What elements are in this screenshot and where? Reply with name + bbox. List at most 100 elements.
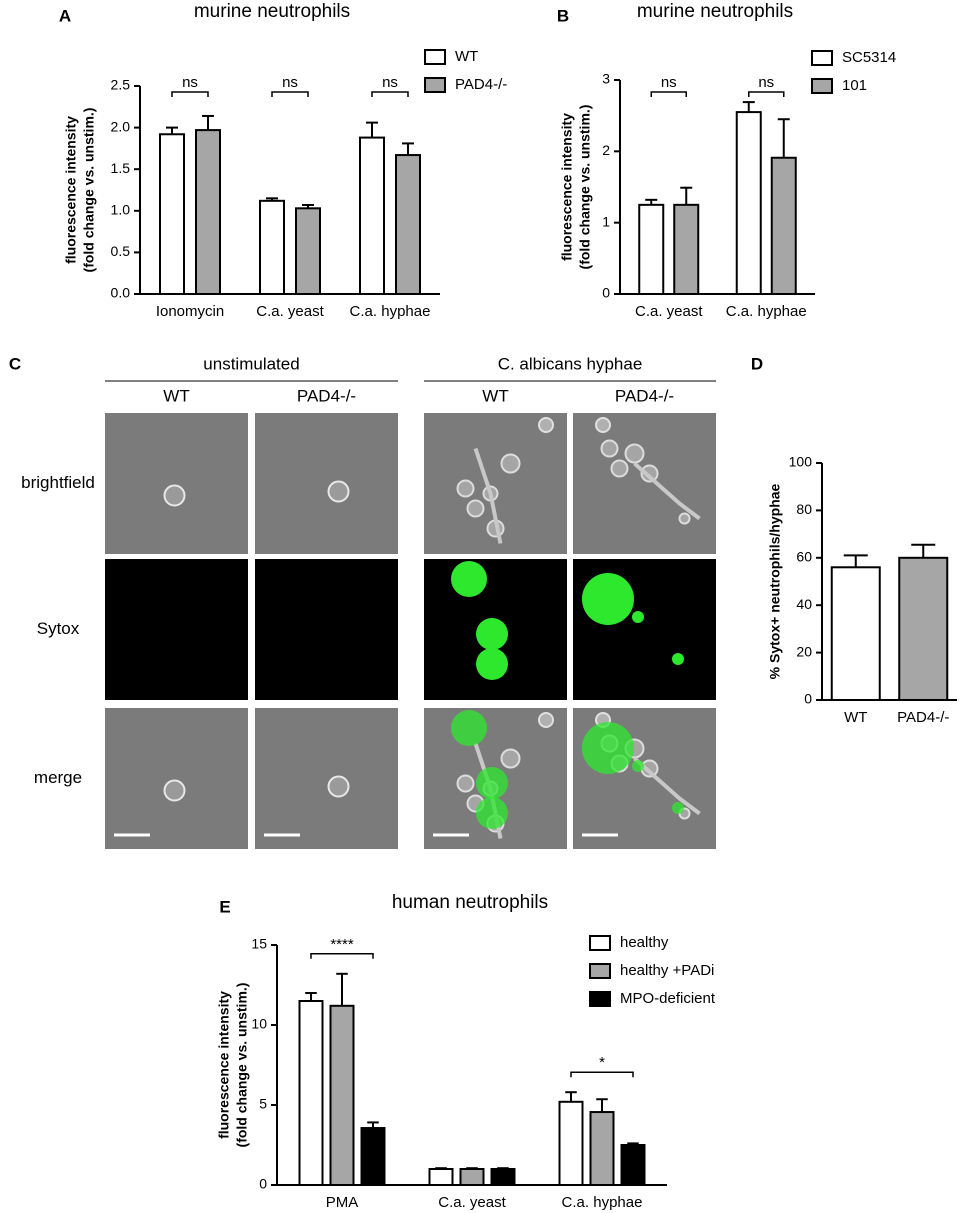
sytox-signal bbox=[476, 618, 508, 650]
panel-label: D bbox=[751, 354, 763, 373]
y-tick-label: 0.5 bbox=[111, 243, 131, 259]
bar bbox=[298, 1000, 324, 1186]
significance-label: ns bbox=[182, 74, 198, 91]
y-tick-label: 2.0 bbox=[111, 118, 131, 134]
y-tick-label: 40 bbox=[796, 596, 812, 612]
column-label: WT bbox=[482, 386, 508, 405]
cell bbox=[456, 774, 475, 793]
bar bbox=[195, 129, 221, 295]
bar bbox=[898, 556, 949, 701]
y-tick-label: 0.0 bbox=[111, 285, 131, 301]
cell bbox=[500, 748, 521, 769]
y-axis-label: (fold change vs. unstim.) bbox=[234, 983, 250, 1148]
x-tick-label: C.a. yeast bbox=[256, 303, 324, 320]
cell bbox=[456, 479, 475, 498]
panel-label: E bbox=[219, 897, 230, 916]
bar bbox=[295, 207, 321, 295]
cell bbox=[595, 417, 611, 433]
sytox-signal bbox=[451, 561, 487, 597]
micrograph bbox=[255, 413, 398, 554]
panel-label: B bbox=[557, 6, 569, 25]
cell bbox=[163, 484, 186, 507]
legend-label: healthy bbox=[620, 934, 669, 951]
sytox-signal bbox=[582, 722, 634, 774]
bar bbox=[735, 111, 762, 295]
cell bbox=[500, 453, 521, 474]
significance-label: ns bbox=[758, 74, 774, 91]
significance-bracket bbox=[570, 1071, 634, 1078]
x-tick-label: C.a. hyphae bbox=[350, 303, 431, 320]
bar bbox=[589, 1111, 615, 1187]
bar bbox=[395, 154, 421, 295]
bar bbox=[259, 199, 285, 295]
significance-bracket bbox=[171, 91, 209, 97]
y-tick-label: 10 bbox=[251, 1016, 267, 1032]
bar bbox=[830, 566, 881, 702]
y-tick-label: 0 bbox=[602, 285, 610, 301]
y-tick-label: 100 bbox=[789, 454, 813, 470]
bar bbox=[459, 1168, 485, 1186]
column-label: PAD4-/- bbox=[297, 386, 356, 405]
y-axis-label: fluorescence intensity bbox=[63, 116, 79, 264]
y-axis-label: (fold change vs. unstim.) bbox=[81, 108, 97, 273]
y-axis-label: fluorescence intensity bbox=[559, 113, 575, 261]
cell bbox=[163, 779, 186, 802]
sytox-signal bbox=[476, 648, 508, 680]
significance-bracket bbox=[650, 91, 687, 97]
cell bbox=[600, 439, 619, 458]
y-tick-label: 0 bbox=[259, 1176, 267, 1192]
hypha bbox=[473, 447, 503, 544]
micrograph bbox=[105, 413, 248, 554]
legend-label: MPO-deficient bbox=[620, 990, 716, 1007]
cell bbox=[327, 775, 350, 798]
micrograph bbox=[573, 413, 716, 554]
hypha bbox=[633, 757, 701, 816]
significance-label: **** bbox=[330, 936, 354, 953]
bar bbox=[159, 133, 185, 295]
bar bbox=[673, 203, 700, 295]
legend-label: SC5314 bbox=[842, 49, 896, 66]
x-tick-label: C.a. hyphae bbox=[726, 303, 807, 320]
y-tick-label: 2 bbox=[602, 142, 610, 158]
x-tick-label: Ionomycin bbox=[156, 303, 224, 320]
panel-label: A bbox=[59, 6, 71, 25]
sytox-signal bbox=[672, 653, 684, 665]
x-tick-label: C.a. yeast bbox=[635, 303, 703, 320]
x-tick-label: PMA bbox=[326, 1194, 359, 1211]
micrograph bbox=[255, 708, 398, 849]
y-tick-label: 80 bbox=[796, 501, 812, 517]
y-axis-label: % Sytox+ neutrophils/hyphae bbox=[767, 483, 783, 679]
x-tick-label: C.a. hyphae bbox=[562, 1194, 643, 1211]
x-tick-label: WT bbox=[844, 709, 867, 726]
y-tick-label: 1.5 bbox=[111, 160, 131, 176]
chart-title: murine neutrophils bbox=[194, 1, 350, 22]
significance-label: * bbox=[599, 1054, 605, 1071]
panel-label: C bbox=[9, 354, 21, 373]
row-label: merge bbox=[34, 768, 82, 787]
significance-label: ns bbox=[661, 74, 677, 91]
bar bbox=[620, 1144, 646, 1186]
bar bbox=[770, 156, 797, 295]
cell bbox=[610, 459, 629, 478]
sytox-signal bbox=[632, 760, 644, 772]
sytox-signal bbox=[476, 767, 508, 799]
cell bbox=[640, 464, 659, 483]
cell bbox=[538, 712, 554, 728]
y-tick-label: 0 bbox=[804, 691, 812, 707]
significance-bracket bbox=[310, 953, 374, 959]
micrograph bbox=[105, 559, 248, 700]
y-axis-label: (fold change vs. unstim.) bbox=[577, 105, 593, 270]
legend-swatch bbox=[589, 963, 611, 979]
cell bbox=[466, 499, 485, 518]
y-tick-label: 1.0 bbox=[111, 202, 131, 218]
legend-label: healthy +PADi bbox=[620, 962, 714, 979]
legend-label: 101 bbox=[842, 77, 867, 94]
column-label: PAD4-/- bbox=[615, 386, 674, 405]
cell bbox=[538, 417, 554, 433]
row-label: Sytox bbox=[37, 619, 80, 638]
micrograph bbox=[105, 708, 248, 849]
legend-swatch bbox=[589, 991, 611, 1007]
bar bbox=[329, 1004, 355, 1186]
cell bbox=[678, 512, 691, 525]
sytox-signal bbox=[451, 710, 487, 746]
